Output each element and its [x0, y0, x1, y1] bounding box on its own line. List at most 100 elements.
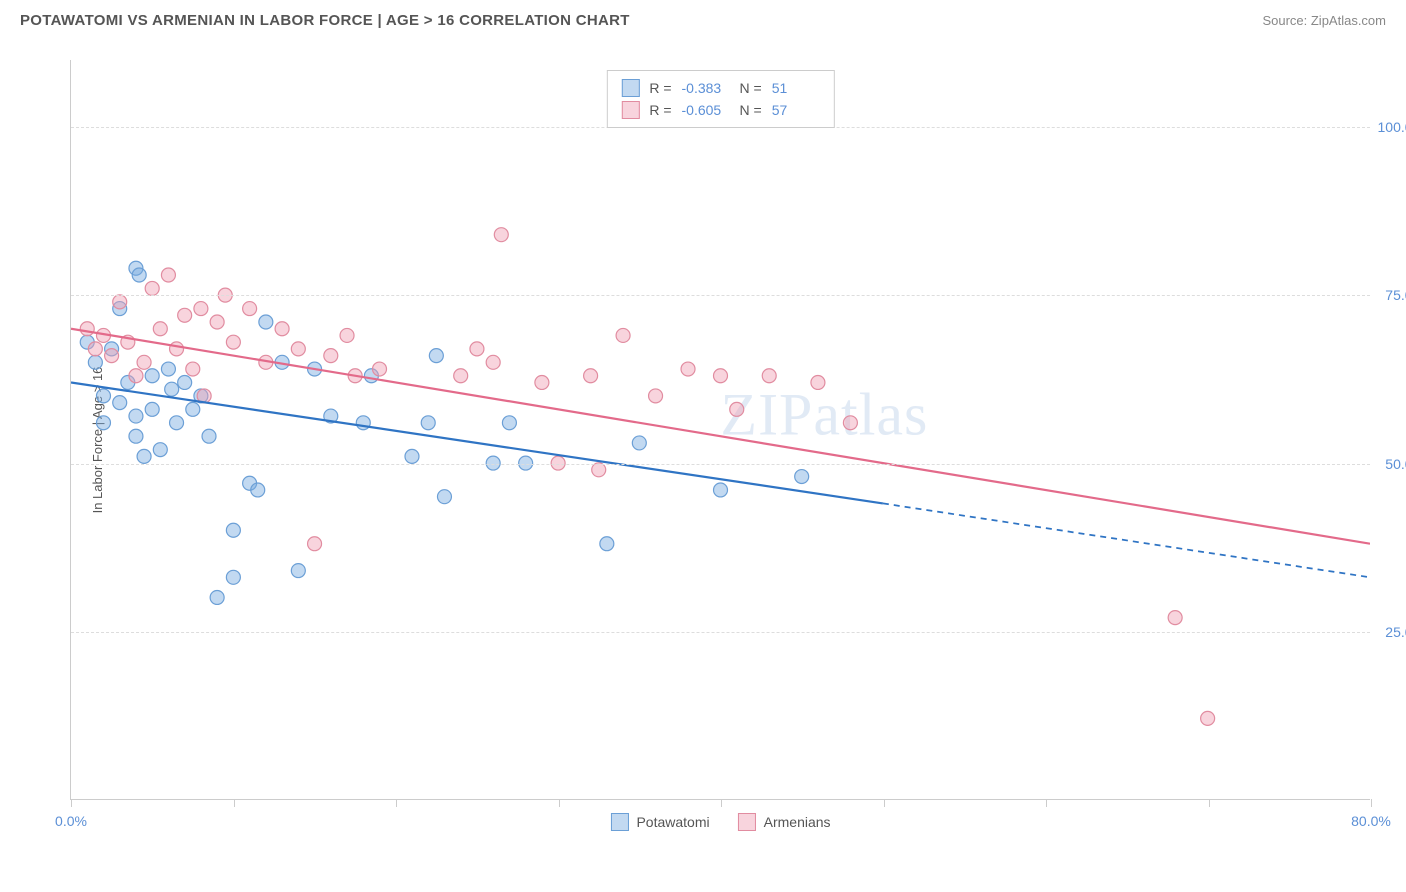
data-point — [137, 449, 151, 463]
source-label: Source: — [1262, 13, 1310, 28]
data-point — [251, 483, 265, 497]
data-point — [364, 369, 378, 383]
legend-label: Potawatomi — [636, 814, 709, 830]
data-point — [113, 302, 127, 316]
data-point — [600, 537, 614, 551]
source-attribution: Source: ZipAtlas.com — [1262, 13, 1386, 28]
legend-swatch-potawatomi — [621, 79, 639, 97]
data-point — [88, 355, 102, 369]
x-tick — [721, 799, 722, 807]
legend-swatch-armenians — [621, 101, 639, 119]
data-point — [811, 375, 825, 389]
legend-label: Armenians — [764, 814, 831, 830]
data-point — [145, 369, 159, 383]
data-point — [226, 335, 240, 349]
data-point — [202, 429, 216, 443]
data-point — [170, 416, 184, 430]
header: POTAWATOMI VS ARMENIAN IN LABOR FORCE | … — [0, 0, 1406, 37]
data-point — [153, 443, 167, 457]
r-label: R = — [649, 102, 671, 118]
data-point — [429, 349, 443, 363]
n-label: N = — [740, 102, 762, 118]
data-point — [356, 416, 370, 430]
data-point — [324, 409, 338, 423]
data-point — [348, 369, 362, 383]
watermark: ZIPatlas — [720, 380, 928, 449]
x-tick — [559, 799, 560, 807]
data-point — [470, 342, 484, 356]
legend-item-armenians: Armenians — [738, 813, 831, 831]
source-value: ZipAtlas.com — [1311, 13, 1386, 28]
data-point — [132, 268, 146, 282]
y-tick-label: 25.0% — [1385, 624, 1406, 640]
correlation-legend: R = -0.383 N = 51 R = -0.605 N = 57 — [606, 70, 834, 128]
data-point — [324, 349, 338, 363]
chart-container: In Labor Force | Age > 16 R = -0.383 N =… — [50, 50, 1390, 830]
data-point — [113, 396, 127, 410]
legend-row: R = -0.605 N = 57 — [621, 99, 819, 121]
data-point — [129, 369, 143, 383]
trend-line-dashed — [883, 503, 1370, 577]
data-point — [535, 375, 549, 389]
data-point — [762, 369, 776, 383]
data-point — [113, 295, 127, 309]
data-point — [421, 416, 435, 430]
y-tick-label: 75.0% — [1385, 287, 1406, 303]
data-point — [291, 342, 305, 356]
data-point — [96, 389, 110, 403]
data-point — [170, 342, 184, 356]
legend-item-potawatomi: Potawatomi — [610, 813, 709, 831]
data-point — [1168, 611, 1182, 625]
data-point — [843, 416, 857, 430]
data-point — [291, 564, 305, 578]
data-point — [616, 328, 630, 342]
y-tick-label: 100.0% — [1378, 119, 1406, 135]
trend-line — [71, 382, 883, 503]
data-point — [632, 436, 646, 450]
data-point — [454, 369, 468, 383]
data-point — [714, 369, 728, 383]
y-tick-label: 50.0% — [1385, 456, 1406, 472]
plot-svg — [71, 60, 1370, 799]
trend-line — [71, 329, 1370, 544]
n-label: N = — [740, 80, 762, 96]
data-point — [129, 409, 143, 423]
x-tick — [71, 799, 72, 807]
data-point — [197, 389, 211, 403]
data-point — [275, 355, 289, 369]
data-point — [373, 362, 387, 376]
data-point — [153, 322, 167, 336]
data-point — [194, 389, 208, 403]
gridline — [71, 295, 1370, 296]
data-point — [259, 315, 273, 329]
legend-row: R = -0.383 N = 51 — [621, 77, 819, 99]
x-tick — [234, 799, 235, 807]
data-point — [210, 590, 224, 604]
data-point — [226, 523, 240, 537]
data-point — [243, 476, 257, 490]
data-point — [308, 537, 322, 551]
data-point — [145, 281, 159, 295]
data-point — [494, 228, 508, 242]
data-point — [210, 315, 224, 329]
x-tick-label: 0.0% — [55, 813, 87, 829]
data-point — [121, 375, 135, 389]
data-point — [502, 416, 516, 430]
x-tick — [1371, 799, 1372, 807]
data-point — [129, 261, 143, 275]
x-tick — [1046, 799, 1047, 807]
data-point — [161, 362, 175, 376]
data-point — [80, 322, 94, 336]
data-point — [486, 355, 500, 369]
data-point — [137, 355, 151, 369]
data-point — [96, 328, 110, 342]
x-tick — [1209, 799, 1210, 807]
data-point — [105, 349, 119, 363]
gridline — [71, 464, 1370, 465]
gridline — [71, 632, 1370, 633]
data-point — [186, 362, 200, 376]
data-point — [340, 328, 354, 342]
data-point — [714, 483, 728, 497]
data-point — [649, 389, 663, 403]
series-legend: Potawatomi Armenians — [610, 813, 830, 831]
